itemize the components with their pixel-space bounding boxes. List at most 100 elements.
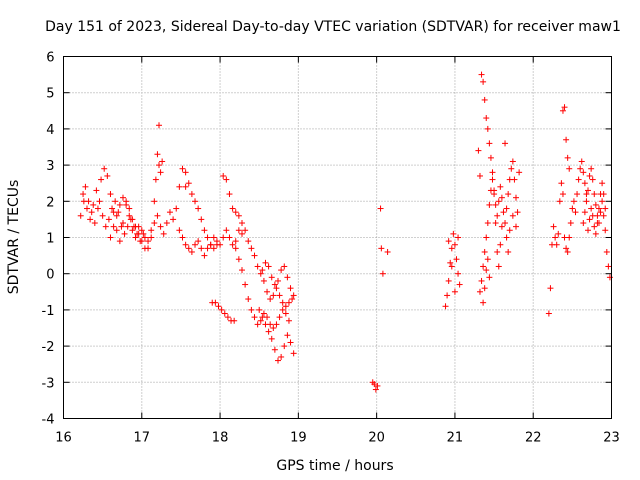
data-point	[113, 212, 120, 219]
data-point	[282, 303, 289, 310]
data-point	[550, 223, 557, 230]
data-point	[589, 212, 596, 219]
data-point	[481, 248, 488, 255]
data-point	[170, 216, 177, 223]
data-point	[512, 223, 519, 230]
data-point	[559, 191, 566, 198]
data-point	[583, 198, 590, 205]
data-point	[284, 332, 291, 339]
data-point	[213, 241, 220, 248]
chart-title: Day 151 of 2023, Sidereal Day-to-day VTE…	[45, 19, 621, 35]
data-point	[486, 274, 493, 281]
y-tick-label: -1	[42, 304, 55, 319]
data-point	[279, 299, 286, 306]
data-point	[483, 115, 490, 122]
data-point	[248, 306, 255, 313]
data-point	[484, 256, 491, 263]
y-tick-label: 1	[46, 232, 54, 247]
data-point	[497, 241, 504, 248]
data-point	[232, 238, 239, 245]
data-point	[487, 154, 494, 161]
data-point	[497, 183, 504, 190]
data-point	[157, 223, 164, 230]
data-point	[195, 205, 202, 212]
data-point	[220, 234, 227, 241]
data-point	[494, 248, 501, 255]
data-point	[157, 169, 164, 176]
data-point	[220, 172, 227, 179]
data-point	[384, 248, 391, 255]
data-point	[179, 165, 186, 172]
data-point	[245, 296, 252, 303]
data-point	[182, 183, 189, 190]
data-point	[271, 281, 278, 288]
data-point	[592, 230, 599, 237]
data-point	[94, 205, 101, 212]
data-point	[287, 285, 294, 292]
data-point	[218, 306, 225, 313]
data-point	[176, 227, 183, 234]
data-point	[223, 227, 230, 234]
data-point	[448, 263, 455, 270]
data-point	[138, 238, 145, 245]
data-point	[166, 209, 173, 216]
data-point	[257, 317, 264, 324]
data-point	[90, 201, 97, 208]
data-point	[278, 267, 285, 274]
data-point	[484, 220, 491, 227]
data-point	[156, 122, 163, 129]
data-point	[115, 209, 122, 216]
data-point	[185, 245, 192, 252]
data-point	[195, 238, 202, 245]
data-point	[259, 267, 266, 274]
data-point	[110, 223, 117, 230]
x-tick-label: 20	[368, 431, 385, 446]
data-point	[198, 245, 205, 252]
data-point	[163, 220, 170, 227]
data-point	[148, 227, 155, 234]
data-point	[476, 172, 483, 179]
data-point	[378, 245, 385, 252]
data-point	[265, 263, 272, 270]
data-point	[188, 248, 195, 255]
data-point	[585, 187, 592, 194]
data-point	[566, 234, 573, 241]
x-tick-label: 17	[134, 431, 151, 446]
data-point	[495, 263, 502, 270]
data-point	[124, 223, 131, 230]
data-point	[287, 339, 294, 346]
data-point	[182, 169, 189, 176]
data-point	[113, 227, 120, 234]
data-point	[262, 259, 269, 266]
data-point	[268, 335, 275, 342]
data-point	[278, 353, 285, 360]
y-tick-label: -3	[42, 376, 55, 391]
data-point	[572, 209, 579, 216]
data-point	[592, 201, 599, 208]
data-point	[566, 165, 573, 172]
data-point	[478, 71, 485, 78]
data-point	[290, 350, 297, 357]
data-point	[215, 303, 222, 310]
data-point	[290, 292, 297, 299]
data-point	[475, 147, 482, 154]
data-point	[591, 191, 598, 198]
data-point	[126, 205, 133, 212]
data-point	[502, 220, 509, 227]
data-point	[107, 234, 114, 241]
y-tick-label: -2	[42, 340, 55, 355]
data-point	[503, 205, 510, 212]
data-point	[232, 209, 239, 216]
data-point	[574, 191, 581, 198]
data-point	[221, 310, 228, 317]
data-point	[116, 201, 123, 208]
data-point	[555, 230, 562, 237]
data-point	[569, 205, 576, 212]
data-point	[505, 248, 512, 255]
data-point	[267, 296, 274, 303]
data-point	[160, 230, 167, 237]
data-point	[121, 230, 128, 237]
data-point	[371, 381, 378, 388]
x-tick-label: 16	[55, 431, 72, 446]
